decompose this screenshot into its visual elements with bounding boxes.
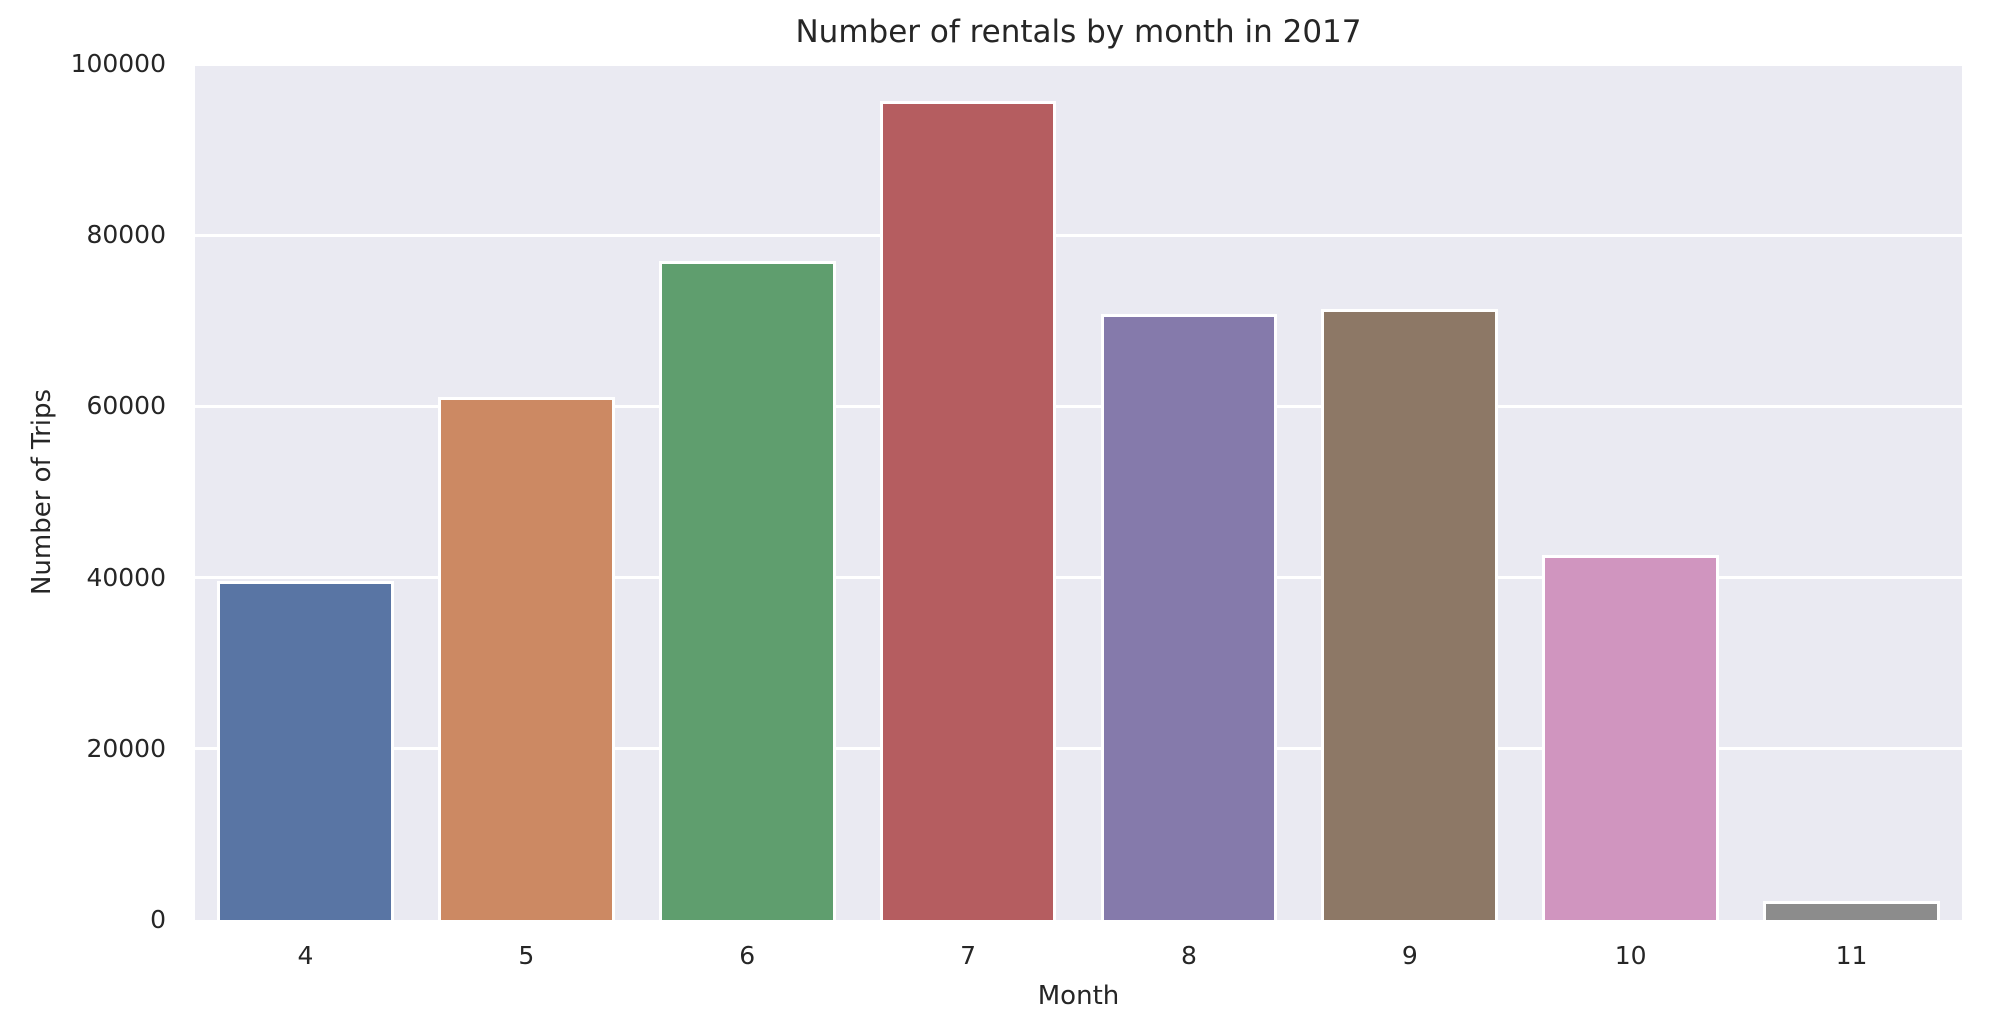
bar-month-11	[1763, 901, 1940, 920]
bar-month-9	[1321, 308, 1499, 920]
bar-month-8	[1100, 313, 1278, 920]
x-tick-label-8: 8	[1180, 941, 1197, 970]
y-tick-label-40000: 40000	[86, 562, 166, 592]
gridline-80000	[195, 233, 1962, 237]
gridline-100000	[195, 64, 1962, 66]
y-tick-label-80000: 80000	[86, 220, 166, 250]
x-tick-label-5: 5	[518, 941, 535, 970]
x-axis-label: Month	[1037, 981, 1120, 1011]
chart-title: Number of rentals by month in 2017	[795, 14, 1362, 50]
x-tick-label-9: 9	[1401, 941, 1418, 970]
y-tick-label-20000: 20000	[86, 733, 166, 763]
bar-month-4	[217, 581, 394, 920]
plot-area	[195, 64, 1962, 920]
x-tick-label-7: 7	[960, 941, 977, 970]
gridline-40000	[195, 576, 1962, 580]
x-tick-label-6: 6	[739, 941, 756, 970]
bar-month-10	[1542, 555, 1720, 920]
x-tick-label-4: 4	[297, 941, 314, 970]
y-tick-label-100000: 100000	[70, 49, 166, 78]
gridline-20000	[195, 747, 1962, 751]
y-tick-label-60000: 60000	[86, 391, 166, 421]
gridline-60000	[195, 404, 1962, 408]
x-tick-label-11: 11	[1835, 941, 1868, 970]
bar-month-7	[879, 100, 1057, 920]
bar-month-5	[437, 396, 615, 920]
x-tick-label-10: 10	[1614, 941, 1647, 970]
bar-month-6	[658, 260, 836, 920]
y-tick-label-0: 0	[150, 905, 166, 934]
